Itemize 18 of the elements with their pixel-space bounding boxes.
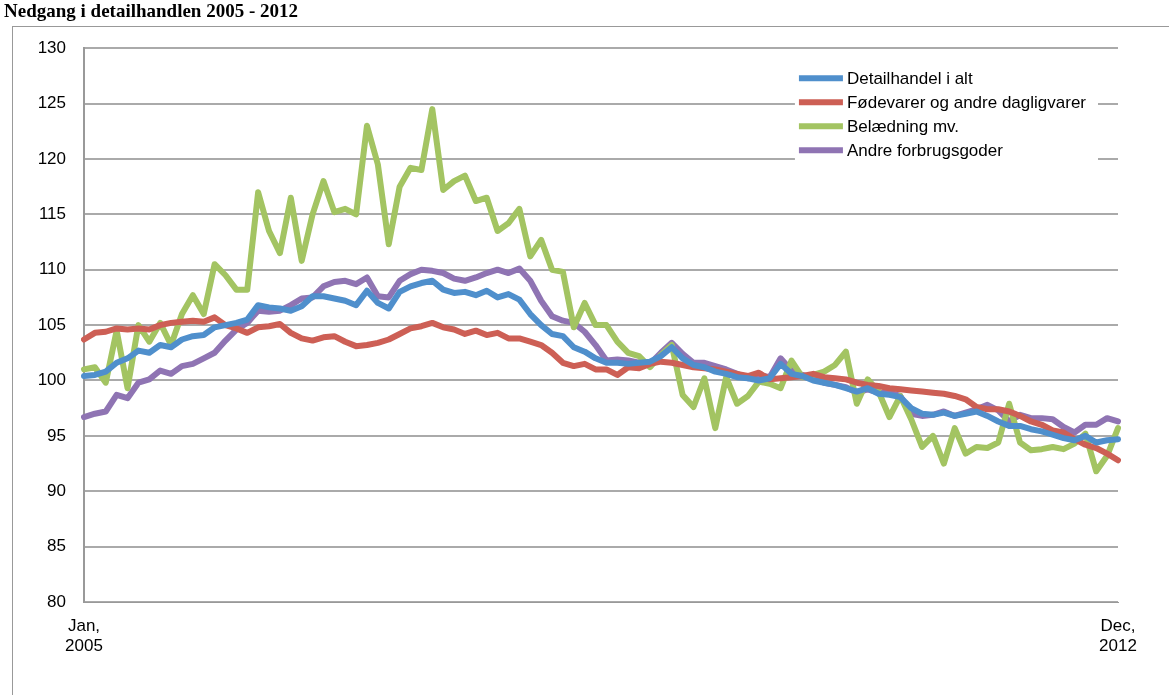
y-tick-label: 115 <box>38 204 66 224</box>
y-tick-label: 130 <box>37 37 66 57</box>
legend-label: Detailhandel i alt <box>846 68 973 88</box>
y-tick-label: 95 <box>47 425 66 445</box>
legend-label: Andre forbrugsgoder <box>846 140 1004 160</box>
y-tick-label: 105 <box>37 314 66 334</box>
y-tick-label: 80 <box>47 591 66 611</box>
y-tick-label: 100 <box>37 370 66 390</box>
chart-title: Nedgang i detailhandlen 2005 - 2012 <box>4 0 299 22</box>
y-tick-label: 125 <box>37 93 66 113</box>
legend-label: Fødevarer og andre dagligvarer <box>846 92 1087 112</box>
y-tick-label: 120 <box>37 148 66 168</box>
legend-label: Belædning mv. <box>846 116 960 136</box>
x-tick-label: Dec, 2012 <box>1099 615 1137 656</box>
y-tick-label: 85 <box>47 536 66 556</box>
y-tick-label: 90 <box>47 480 66 500</box>
x-tick-label: Jan, 2005 <box>65 615 103 656</box>
y-tick-label: 110 <box>38 259 66 279</box>
